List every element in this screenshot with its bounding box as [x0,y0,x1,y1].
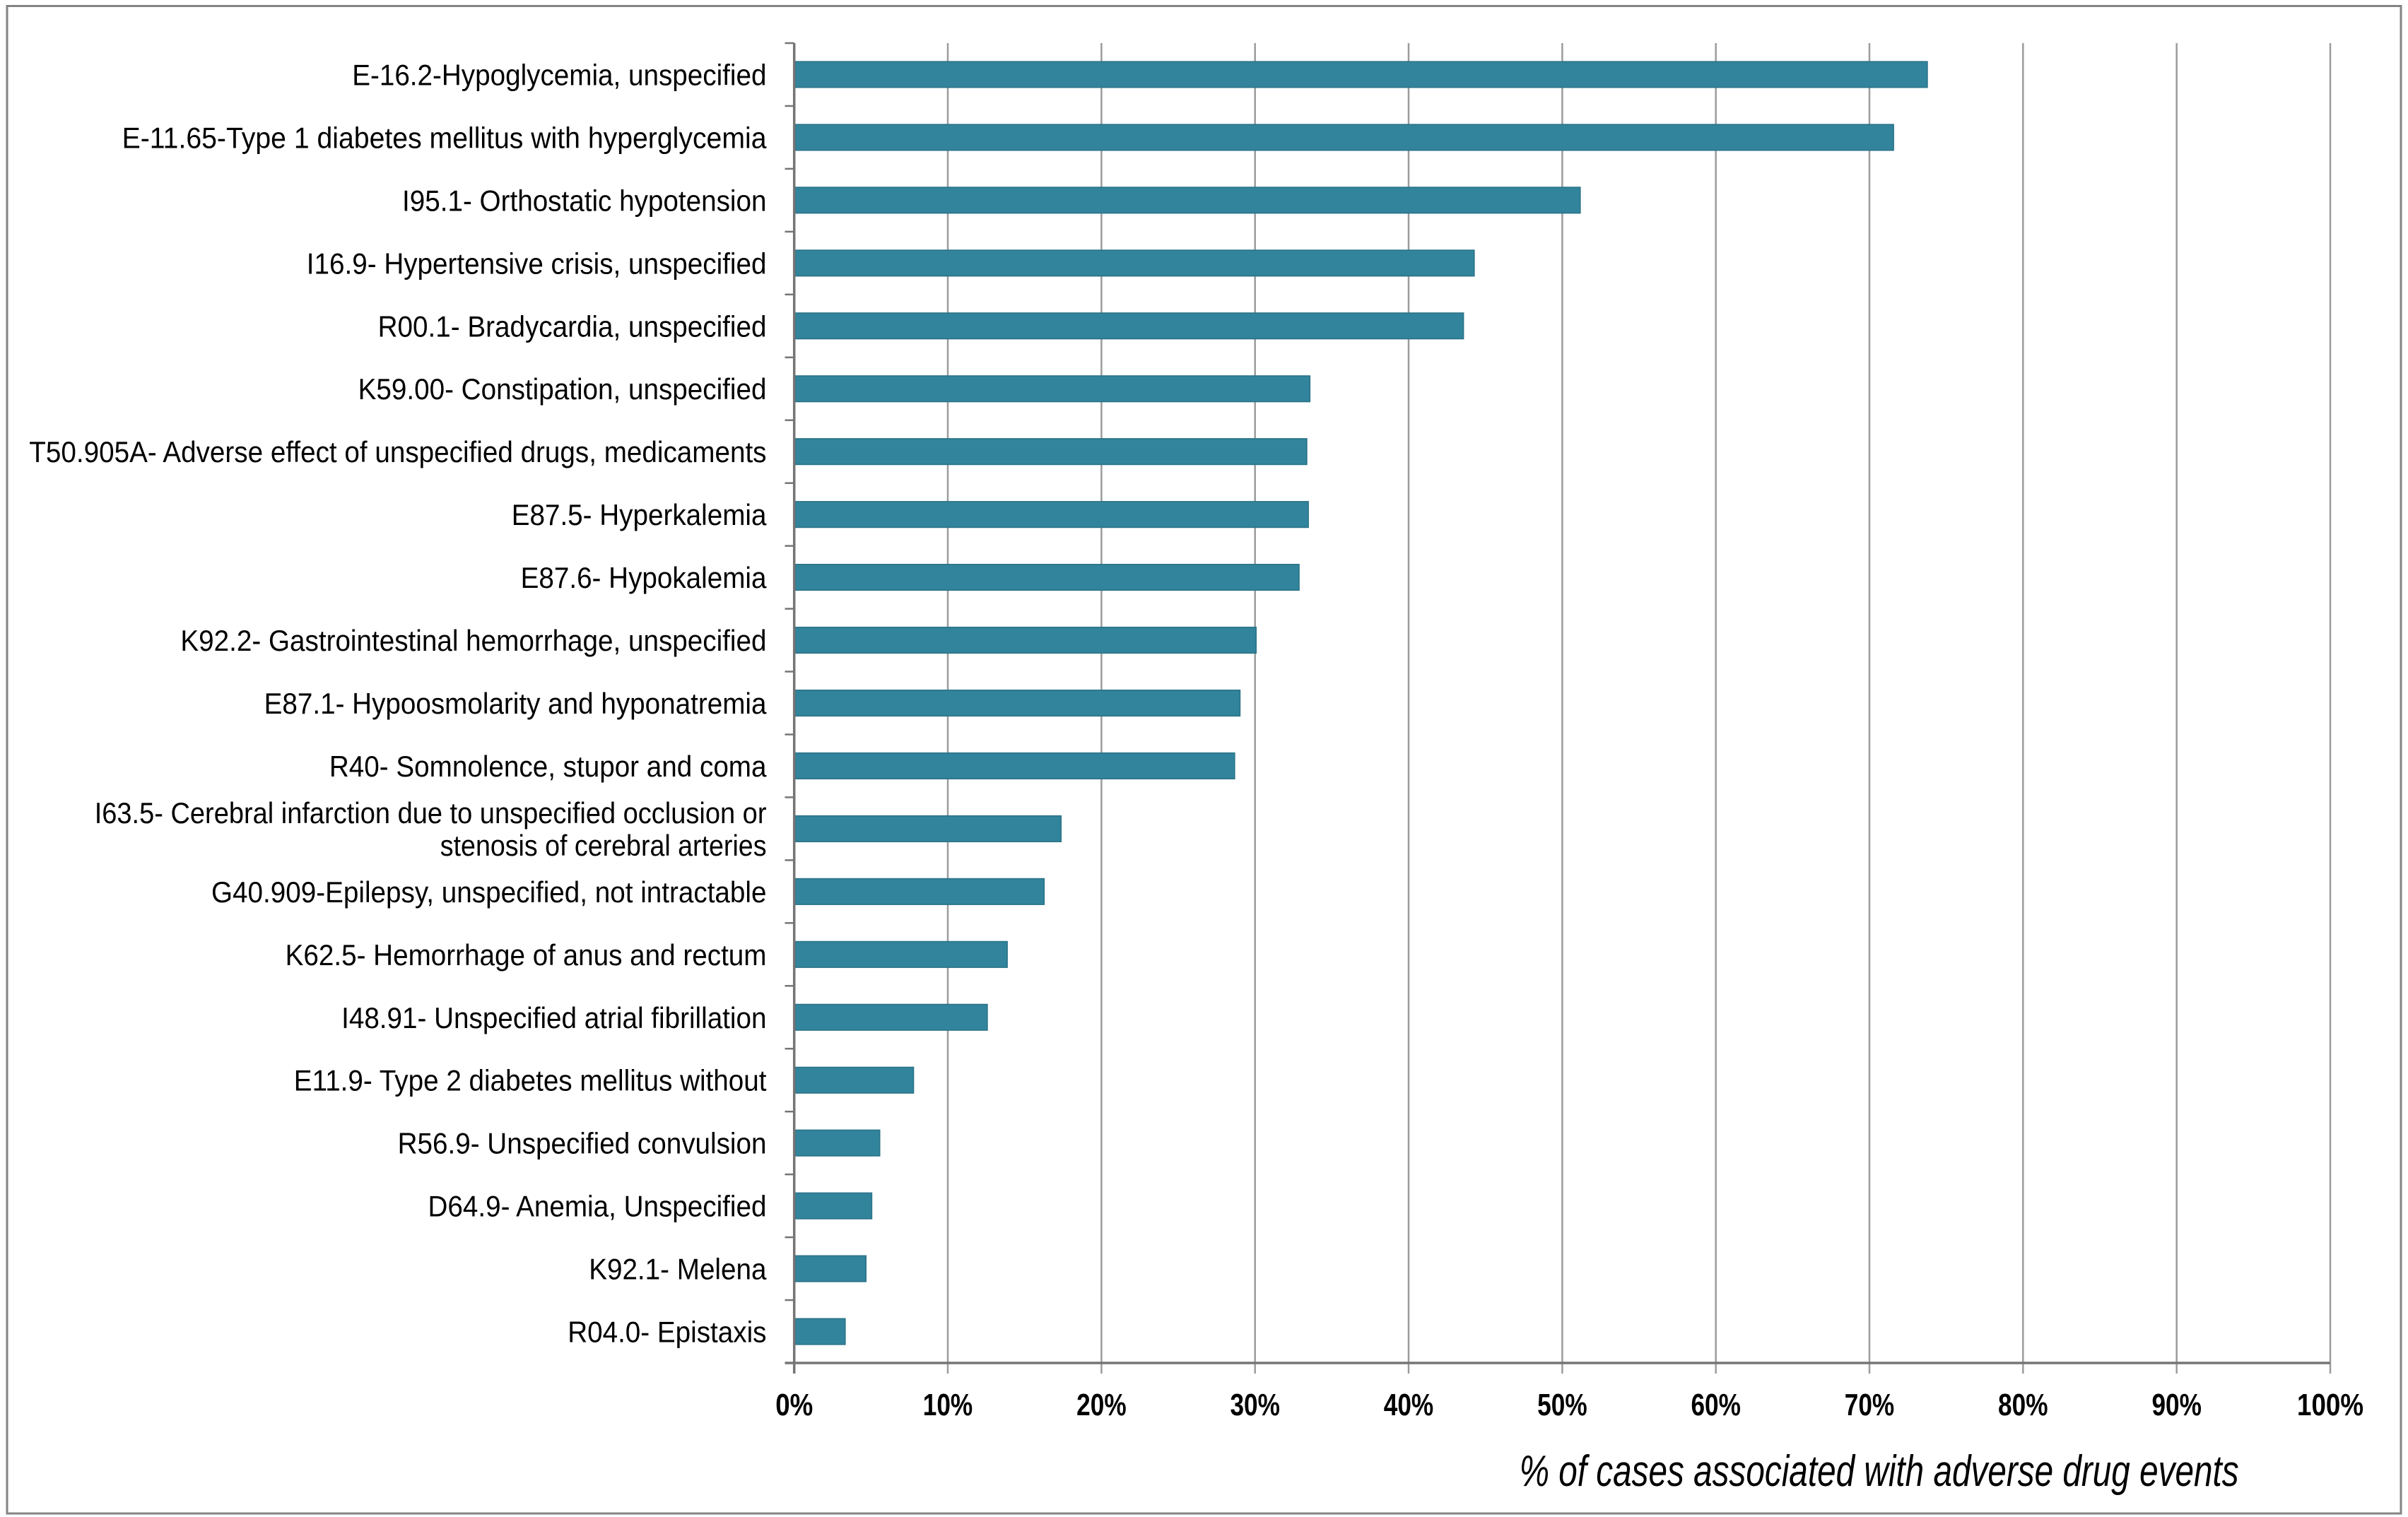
svg-text:I95.1- Orthostatic hypotension: I95.1- Orthostatic hypotension [402,184,767,217]
svg-text:40%: 40% [1384,1388,1434,1422]
svg-text:K92.2- Gastrointestinal hemorr: K92.2- Gastrointestinal hemorrhage, unsp… [180,624,766,657]
svg-text:I63.5- Cerebral infarction due: I63.5- Cerebral infarction due to unspec… [95,796,767,830]
svg-text:T50.905A- Adverse effect of un: T50.905A- Adverse effect of unspecified … [29,435,766,468]
svg-text:70%: 70% [1845,1388,1895,1422]
svg-text:I16.9- Hypertensive crisis, un: I16.9- Hypertensive crisis, unspecified [307,247,767,280]
svg-text:90%: 90% [2151,1388,2202,1422]
svg-text:E-11.65-Type 1 diabetes mellit: E-11.65-Type 1 diabetes mellitus with hy… [122,121,767,154]
svg-text:50%: 50% [1537,1388,1587,1422]
svg-text:100%: 100% [2297,1388,2363,1422]
svg-text:E87.6- Hypokalemia: E87.6- Hypokalemia [521,561,767,594]
svg-text:20%: 20% [1076,1388,1127,1422]
svg-text:60%: 60% [1691,1388,1741,1422]
svg-text:30%: 30% [1230,1388,1280,1422]
svg-text:R00.1- Bradycardia, unspecifie: R00.1- Bradycardia, unspecified [378,309,767,343]
svg-text:D64.9- Anemia, Unspecified: D64.9- Anemia, Unspecified [428,1190,767,1223]
svg-text:K59.00- Constipation, unspecif: K59.00- Constipation, unspecified [358,372,767,406]
svg-text:0%: 0% [775,1388,813,1422]
svg-text:10%: 10% [923,1388,973,1422]
svg-text:R04.0- Epistaxis: R04.0- Epistaxis [568,1316,766,1349]
svg-text:E-16.2-Hypoglycemia, unspecifi: E-16.2-Hypoglycemia, unspecified [352,59,766,92]
svg-text:K62.5- Hemorrhage of anus and: K62.5- Hemorrhage of anus and rectum [286,938,767,972]
svg-text:I48.91- Unspecified atrial fib: I48.91- Unspecified atrial fibrillation [341,1001,766,1034]
svg-text:% of cases associated with adv: % of cases associated with adverse drug … [1520,1447,2239,1496]
svg-text:80%: 80% [1998,1388,2048,1422]
svg-text:E87.5- Hyperkalemia: E87.5- Hyperkalemia [512,498,767,531]
svg-text:stenosis of cerebral arteries: stenosis of cerebral arteries [440,829,767,862]
svg-text:R56.9- Unspecified convulsion: R56.9- Unspecified convulsion [398,1127,767,1160]
svg-text:E11.9- Type 2 diabetes mellitu: E11.9- Type 2 diabetes mellitus without [294,1064,767,1097]
svg-text:K92.1- Melena: K92.1- Melena [589,1253,767,1286]
svg-text:E87.1- Hypoosmolarity and hypo: E87.1- Hypoosmolarity and hyponatremia [264,687,767,720]
svg-text:G40.909-Epilepsy, unspecified,: G40.909-Epilepsy, unspecified, not intra… [211,875,767,909]
svg-text:R40- Somnolence, stupor and co: R40- Somnolence, stupor and coma [329,750,767,783]
